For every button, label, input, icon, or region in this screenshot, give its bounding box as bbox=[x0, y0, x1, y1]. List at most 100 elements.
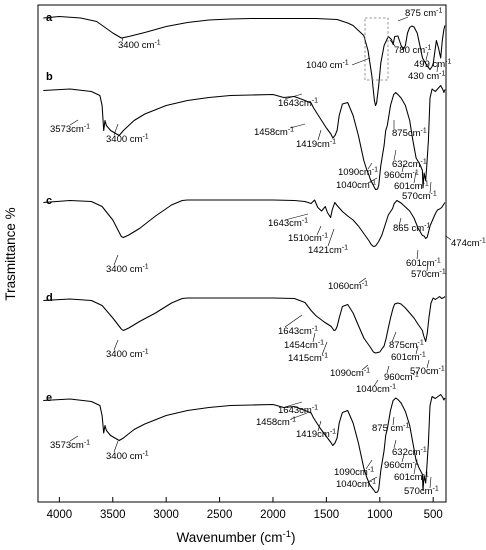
annotation-leader bbox=[413, 462, 417, 475]
plot-frame bbox=[37, 4, 447, 503]
spectrum-line-d bbox=[43, 295, 446, 354]
peak-annotation: 1421cm-1 bbox=[308, 245, 348, 257]
annotation-leader bbox=[373, 379, 379, 387]
annotation-leader bbox=[416, 249, 419, 260]
peak-annotation: 1090cm-1 bbox=[330, 368, 370, 380]
annotation-leader bbox=[358, 277, 367, 284]
annotation-leader bbox=[113, 123, 119, 136]
spectrum-line-e bbox=[43, 393, 446, 494]
peak-annotation: 570cm-1 bbox=[410, 366, 445, 378]
peak-annotation: 3573cm-1 bbox=[50, 440, 90, 452]
x-tick-label: 1500 bbox=[314, 509, 340, 521]
annotation-leader bbox=[284, 93, 303, 100]
peak-annotation: 1040cm-1 bbox=[356, 384, 396, 396]
annotation-leader bbox=[316, 225, 322, 236]
annotation-leader bbox=[69, 435, 79, 442]
annotation-leader bbox=[389, 39, 396, 47]
peak-annotation: 1415cm-1 bbox=[288, 353, 328, 365]
annotation-leader bbox=[429, 181, 432, 194]
peak-annotation: 3400 cm-1 bbox=[118, 40, 161, 52]
x-tick-label: 3000 bbox=[153, 509, 179, 521]
peak-annotation: 960cm-1 bbox=[384, 460, 419, 472]
annotation-leader bbox=[386, 365, 390, 374]
annotation-leader bbox=[436, 61, 439, 73]
spectrum-line-a bbox=[43, 15, 446, 107]
annotation-leader bbox=[361, 364, 369, 371]
peak-annotation: 1090cm-1 bbox=[338, 167, 378, 179]
peak-annotation: 1454cm-1 bbox=[284, 340, 324, 352]
peak-annotation: 474cm-1 bbox=[451, 238, 486, 250]
spectrum-line-c bbox=[43, 199, 446, 248]
annotation-leader bbox=[113, 440, 119, 453]
peak-annotation: 3400 cm-1 bbox=[106, 451, 149, 463]
x-axis-ticks: 4000 3500 3000 2500 2000 1500 1000 500 bbox=[47, 497, 443, 521]
peak-annotation: 430 cm-1 bbox=[408, 71, 445, 83]
peak-annotation: 632cm-1 bbox=[392, 447, 427, 459]
annotation-leader bbox=[113, 339, 119, 351]
peak-annotation: 1510cm-1 bbox=[288, 233, 328, 245]
peak-annotation: 960cm-1 bbox=[384, 170, 419, 182]
panel-label-b: b bbox=[46, 71, 53, 83]
annotation-leader bbox=[429, 476, 432, 489]
annotation-leader bbox=[401, 163, 405, 173]
peak-annotation: 1419cm-1 bbox=[296, 429, 336, 441]
x-axis-label: Wavenumber (cm-1) bbox=[177, 529, 296, 545]
annotation-leader bbox=[317, 420, 322, 432]
y-axis-label: Trasmittance % bbox=[3, 207, 18, 300]
annotation-leader bbox=[426, 262, 429, 272]
peak-annotation: 3400 cm-1 bbox=[106, 264, 149, 276]
peak-annotation: 1643cm-1 bbox=[278, 405, 318, 417]
peak-annotation: 570cm-1 bbox=[404, 486, 439, 498]
peak-annotation: 960cm-1 bbox=[384, 372, 419, 384]
annotation-leader bbox=[393, 149, 397, 161]
annotation-leader bbox=[317, 129, 322, 141]
x-tick-label: 2000 bbox=[260, 509, 286, 521]
annotation-leader bbox=[312, 332, 316, 343]
annotation-leader bbox=[284, 213, 309, 221]
spectrum-line-b bbox=[43, 84, 446, 191]
annotation-leader bbox=[397, 16, 409, 22]
peak-annotation: 601cm-1 bbox=[406, 258, 441, 270]
peak-annotation: 1090cm-1 bbox=[334, 467, 374, 479]
x-tick-label: 1000 bbox=[367, 509, 393, 521]
panel-label-c: c bbox=[46, 195, 52, 207]
annotation-leader bbox=[426, 359, 430, 369]
peak-annotation: 570cm-1 bbox=[411, 269, 446, 281]
peak-annotation: 875cm-1 bbox=[392, 128, 427, 140]
peak-annotation: 875cm-1 bbox=[389, 340, 424, 352]
x-tick-label: 3500 bbox=[100, 509, 126, 521]
x-tick-label: 4000 bbox=[47, 509, 73, 521]
peak-annotation: 1040cm-1 bbox=[336, 180, 376, 192]
annotation-leader bbox=[415, 345, 419, 355]
annotation-leader bbox=[290, 412, 308, 420]
annotation-leader bbox=[284, 314, 303, 328]
annotation-leader bbox=[327, 228, 335, 247]
peak-annotation: 601cm-1 bbox=[391, 352, 426, 364]
x-tick-label: 2500 bbox=[207, 509, 233, 521]
annotation-leader bbox=[392, 416, 395, 426]
annotation-leader bbox=[367, 177, 378, 184]
annotation-leader bbox=[393, 439, 397, 449]
annotation-leader bbox=[289, 123, 306, 129]
peak-annotation: 1643cm-1 bbox=[278, 326, 318, 338]
peak-annotation: 632cm-1 bbox=[392, 159, 427, 171]
panel-label-e: e bbox=[46, 392, 52, 404]
annotation-leader bbox=[284, 401, 303, 408]
peak-annotation: 601cm-1 bbox=[394, 181, 429, 193]
peak-annotation: 3400 cm-1 bbox=[106, 134, 149, 146]
peak-annotation: 601cm-1 bbox=[394, 472, 429, 484]
annotation-leader bbox=[401, 454, 405, 463]
peak-annotation: 875 cm-1 bbox=[405, 8, 442, 20]
panel-label-a: a bbox=[46, 12, 53, 24]
spectra-group: a b c d e bbox=[43, 12, 446, 494]
peak-annotation: 3573cm-1 bbox=[50, 124, 90, 136]
x-tick-label: 500 bbox=[424, 509, 443, 521]
annotation-leader bbox=[321, 341, 328, 356]
annotation-leader bbox=[413, 171, 417, 184]
peak-annotation: 780 cm-1 bbox=[394, 45, 431, 57]
peak-annotation: 1419cm-1 bbox=[296, 139, 336, 151]
panel-label-d: d bbox=[46, 292, 53, 304]
peak-annotation: 875 cm-1 bbox=[372, 423, 409, 435]
annotation-leader bbox=[367, 162, 373, 170]
annotation-leader bbox=[113, 254, 119, 266]
